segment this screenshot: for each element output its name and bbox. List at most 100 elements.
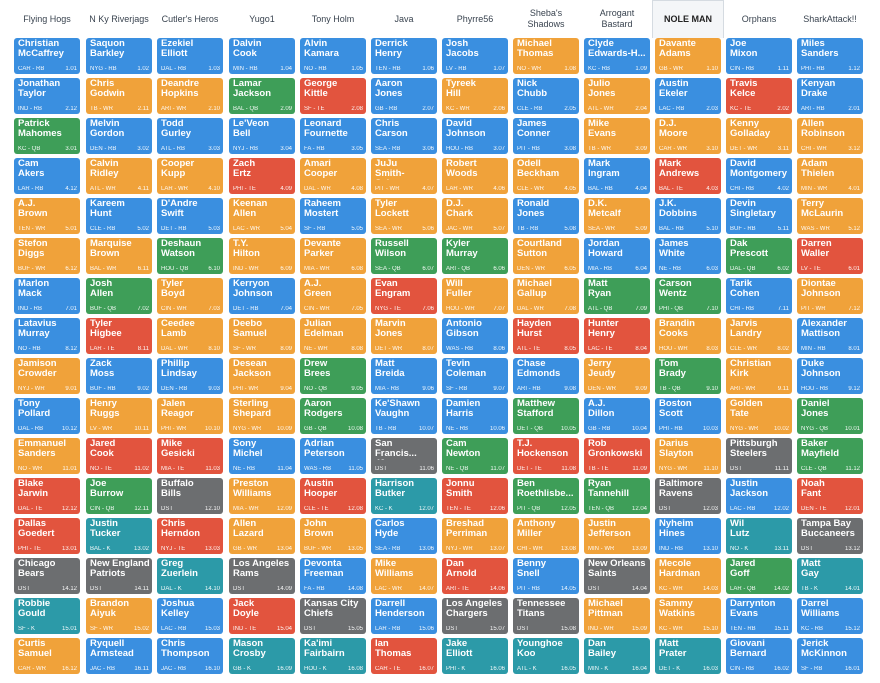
draft-pick-card[interactable]: Kyler Murray ARI - QB 6.06 bbox=[442, 238, 508, 274]
draft-pick-card[interactable]: Joe Mixon CIN - RB 1.11 bbox=[726, 38, 792, 74]
team-column-header[interactable]: Orphans bbox=[723, 0, 795, 38]
draft-pick-card[interactable]: D'Andre Swift DET - RB 5.03 bbox=[157, 198, 223, 234]
draft-pick-card[interactable]: Cam Akers LAR - RB 4.12 bbox=[14, 158, 80, 194]
draft-pick-card[interactable]: Drew Brees NO - QB 9.05 bbox=[300, 358, 366, 394]
draft-pick-card[interactable]: Breshad Perriman NYJ - WR 13.07 bbox=[442, 518, 508, 554]
draft-pick-card[interactable]: San Francis... 49ers DST 11.06 bbox=[371, 438, 437, 474]
draft-pick-card[interactable]: Evan Engram NYG - TE 7.06 bbox=[371, 278, 437, 314]
draft-pick-card[interactable]: Dallas Goedert PHI - TE 13.01 bbox=[14, 518, 80, 554]
draft-pick-card[interactable]: Chris Godwin TB - WR 2.11 bbox=[86, 78, 152, 114]
draft-pick-card[interactable]: Matt Ryan ATL - QB 7.09 bbox=[584, 278, 650, 314]
draft-pick-card[interactable]: Miles Sanders PHI - RB 1.12 bbox=[797, 38, 863, 74]
draft-pick-card[interactable]: Aaron Rodgers GB - QB 10.08 bbox=[300, 398, 366, 434]
draft-pick-card[interactable]: Rob Gronkowski TB - TE 11.09 bbox=[584, 438, 650, 474]
draft-pick-card[interactable]: Henry Ruggs LV - WR 10.11 bbox=[86, 398, 152, 434]
draft-pick-card[interactable]: A.J. Green CIN - WR 7.05 bbox=[300, 278, 366, 314]
draft-pick-card[interactable]: Jordan Howard MIA - RB 6.04 bbox=[584, 238, 650, 274]
draft-pick-card[interactable]: Marquise Brown BAL - WR 6.11 bbox=[86, 238, 152, 274]
draft-pick-card[interactable]: Allen Lazard GB - WR 13.04 bbox=[229, 518, 295, 554]
draft-pick-card[interactable]: Anthony Miller CHI - WR 13.08 bbox=[513, 518, 579, 554]
draft-pick-card[interactable]: Russell Wilson SEA - QB 6.07 bbox=[371, 238, 437, 274]
draft-pick-card[interactable]: Baker Mayfield CLE - QB 11.12 bbox=[797, 438, 863, 474]
draft-pick-card[interactable]: Tennessee Titans DST 15.08 bbox=[513, 598, 579, 634]
draft-pick-card[interactable]: Tyler Lockett SEA - WR 5.06 bbox=[371, 198, 437, 234]
team-column-header[interactable]: Arrogant Bastard bbox=[581, 0, 653, 38]
draft-pick-card[interactable]: T.Y. Hilton IND - WR 6.09 bbox=[229, 238, 295, 274]
draft-pick-card[interactable]: Tampa Bay Buccaneers DST 13.12 bbox=[797, 518, 863, 554]
draft-pick-card[interactable]: Robbie Gould SF - K 15.01 bbox=[14, 598, 80, 634]
draft-pick-card[interactable]: Michael Gallup DAL - WR 7.08 bbox=[513, 278, 579, 314]
draft-pick-card[interactable]: Clyde Edwards-H... KC - RB 1.09 bbox=[584, 38, 650, 74]
draft-pick-card[interactable]: Younghoe Koo ATL - K 16.05 bbox=[513, 638, 579, 674]
draft-pick-card[interactable]: J.K. Dobbins BAL - RB 5.10 bbox=[655, 198, 721, 234]
draft-pick-card[interactable]: Jake Elliott PHI - K 16.06 bbox=[442, 638, 508, 674]
draft-pick-card[interactable]: Todd Gurley ATL - RB 3.03 bbox=[157, 118, 223, 154]
draft-pick-card[interactable]: Antonio Gibson WAS - RB 8.06 bbox=[442, 318, 508, 354]
draft-pick-card[interactable]: Jalen Reagor PHI - WR 10.10 bbox=[157, 398, 223, 434]
draft-pick-card[interactable]: Justin Jackson LAC - RB 12.02 bbox=[726, 478, 792, 514]
draft-pick-card[interactable]: Mike Williams LAC - WR 14.07 bbox=[371, 558, 437, 594]
draft-pick-card[interactable]: Damien Harris NE - RB 10.06 bbox=[442, 398, 508, 434]
draft-pick-card[interactable]: Alvin Kamara NO - RB 1.05 bbox=[300, 38, 366, 74]
draft-pick-card[interactable]: Emmanuel Sanders NO - WR 11.01 bbox=[14, 438, 80, 474]
draft-pick-card[interactable]: Alexander Mattison MIN - RB 8.01 bbox=[797, 318, 863, 354]
draft-pick-card[interactable]: Mike Gesicki MIA - TE 11.03 bbox=[157, 438, 223, 474]
draft-pick-card[interactable]: David Montgomery CHI - RB 4.02 bbox=[726, 158, 792, 194]
team-column-header[interactable]: Cutler's Heros bbox=[154, 0, 226, 38]
draft-pick-card[interactable]: Stefon Diggs BUF - WR 6.12 bbox=[14, 238, 80, 274]
draft-pick-card[interactable]: Darius Slayton NYG - WR 11.10 bbox=[655, 438, 721, 474]
draft-pick-card[interactable]: Giovani Bernard CIN - RB 16.02 bbox=[726, 638, 792, 674]
draft-pick-card[interactable]: Ryan Tannehill TEN - QB 12.04 bbox=[584, 478, 650, 514]
draft-pick-card[interactable]: Courtland Sutton DEN - WR 6.05 bbox=[513, 238, 579, 274]
draft-pick-card[interactable]: A.J. Brown TEN - WR 5.01 bbox=[14, 198, 80, 234]
draft-pick-card[interactable]: Devante Parker MIA - WR 6.08 bbox=[300, 238, 366, 274]
draft-pick-card[interactable]: Robert Woods LAR - WR 4.06 bbox=[442, 158, 508, 194]
draft-pick-card[interactable]: Chase Edmonds ARI - RB 9.08 bbox=[513, 358, 579, 394]
draft-pick-card[interactable]: Darrell Henderson LAR - RB 15.06 bbox=[371, 598, 437, 634]
draft-pick-card[interactable]: D.J. Chark JAC - WR 5.07 bbox=[442, 198, 508, 234]
draft-pick-card[interactable]: Devonta Freeman FA - RB 14.08 bbox=[300, 558, 366, 594]
draft-pick-card[interactable]: Raheem Mostert SF - RB 5.05 bbox=[300, 198, 366, 234]
draft-pick-card[interactable]: Mecole Hardman KC - WR 14.03 bbox=[655, 558, 721, 594]
draft-pick-card[interactable]: Deshaun Watson HOU - QB 6.10 bbox=[157, 238, 223, 274]
draft-pick-card[interactable]: Davante Adams GB - WR 1.10 bbox=[655, 38, 721, 74]
draft-pick-card[interactable]: Joe Burrow CIN - QB 12.11 bbox=[86, 478, 152, 514]
draft-pick-card[interactable]: Calvin Ridley ATL - WR 4.11 bbox=[86, 158, 152, 194]
draft-pick-card[interactable]: Jamison Crowder NYJ - WR 9.01 bbox=[14, 358, 80, 394]
draft-pick-card[interactable]: Jared Goff LAR - QB 14.02 bbox=[726, 558, 792, 594]
draft-pick-card[interactable]: Josh Jacobs LV - RB 1.07 bbox=[442, 38, 508, 74]
team-column-header[interactable]: Tony Holm bbox=[297, 0, 369, 38]
team-column-header[interactable]: Phyrre56 bbox=[439, 0, 511, 38]
draft-pick-card[interactable]: Aaron Jones GB - RB 2.07 bbox=[371, 78, 437, 114]
team-column-header[interactable]: N Ky Riverjags bbox=[83, 0, 155, 38]
draft-pick-card[interactable]: Josh Allen BUF - QB 7.02 bbox=[86, 278, 152, 314]
draft-pick-card[interactable]: Adam Thielen MIN - WR 4.01 bbox=[797, 158, 863, 194]
draft-pick-card[interactable]: Kenny Golladay DET - WR 3.11 bbox=[726, 118, 792, 154]
draft-pick-card[interactable]: Hunter Henry LAC - TE 8.04 bbox=[584, 318, 650, 354]
draft-pick-card[interactable]: Austin Hooper CLE - TE 12.08 bbox=[300, 478, 366, 514]
draft-pick-card[interactable]: T.J. Hockenson DET - TE 11.08 bbox=[513, 438, 579, 474]
team-column-header[interactable]: Flying Hogs bbox=[11, 0, 83, 38]
draft-pick-card[interactable]: Travis Kelce KC - TE 2.02 bbox=[726, 78, 792, 114]
draft-pick-card[interactable]: Marvin Jones DET - WR 8.07 bbox=[371, 318, 437, 354]
draft-pick-card[interactable]: Mike Evans TB - WR 3.09 bbox=[584, 118, 650, 154]
draft-pick-card[interactable]: Baltimore Ravens DST 12.03 bbox=[655, 478, 721, 514]
draft-pick-card[interactable]: James White NE - RB 6.03 bbox=[655, 238, 721, 274]
draft-pick-card[interactable]: Buffalo Bills DST 12.10 bbox=[157, 478, 223, 514]
draft-pick-card[interactable]: Daniel Jones NYG - QB 10.01 bbox=[797, 398, 863, 434]
draft-pick-card[interactable]: Keenan Allen LAC - WR 5.04 bbox=[229, 198, 295, 234]
draft-pick-card[interactable]: Jack Doyle IND - TE 15.04 bbox=[229, 598, 295, 634]
draft-pick-card[interactable]: Tevin Coleman SF - RB 9.07 bbox=[442, 358, 508, 394]
draft-pick-card[interactable]: Matt Prater DET - K 16.03 bbox=[655, 638, 721, 674]
draft-pick-card[interactable]: D.K. Metcalf SEA - WR 5.09 bbox=[584, 198, 650, 234]
draft-pick-card[interactable]: Dan Bailey MIN - K 16.04 bbox=[584, 638, 650, 674]
draft-pick-card[interactable]: Kerryon Johnson DET - RB 7.04 bbox=[229, 278, 295, 314]
draft-pick-card[interactable]: Chris Thompson JAC - RB 16.10 bbox=[157, 638, 223, 674]
draft-pick-card[interactable]: Matt Breida MIA - RB 9.06 bbox=[371, 358, 437, 394]
draft-pick-card[interactable]: Greg Zuerlein DAL - K 14.10 bbox=[157, 558, 223, 594]
draft-pick-card[interactable]: David Johnson HOU - RB 3.07 bbox=[442, 118, 508, 154]
draft-pick-card[interactable]: New Orleans Saints DST 14.04 bbox=[584, 558, 650, 594]
draft-pick-card[interactable]: Jarvis Landry CLE - WR 8.02 bbox=[726, 318, 792, 354]
draft-pick-card[interactable]: Ezekiel Elliott DAL - RB 1.03 bbox=[157, 38, 223, 74]
draft-pick-card[interactable]: Melvin Gordon DEN - RB 3.02 bbox=[86, 118, 152, 154]
